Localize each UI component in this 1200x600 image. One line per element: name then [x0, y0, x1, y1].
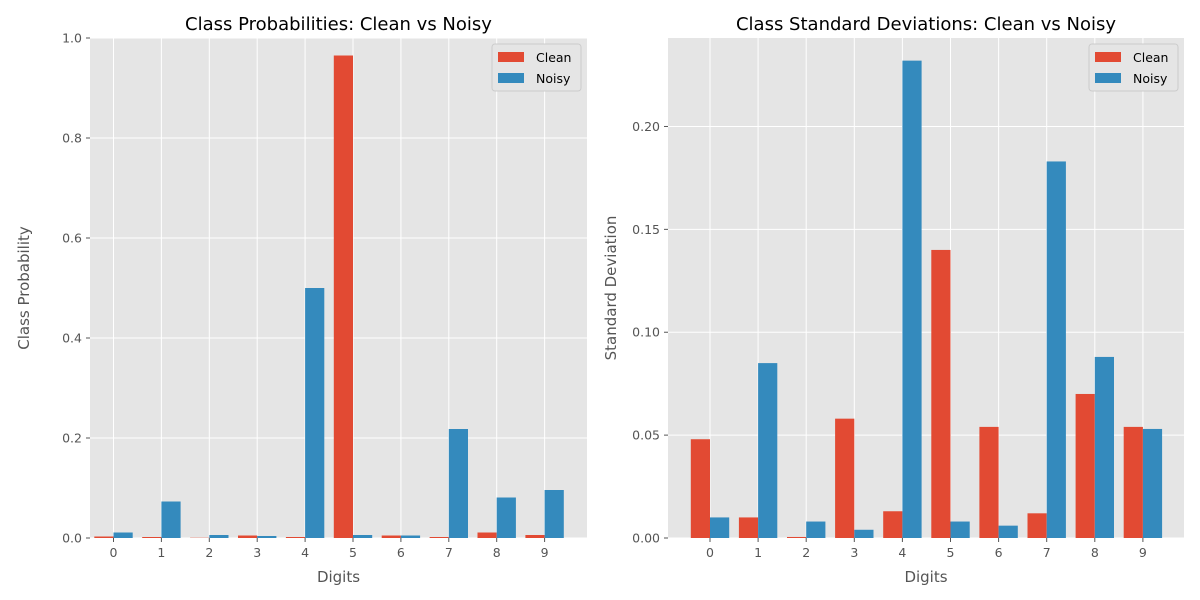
y-tick-label: 0.10 [632, 325, 660, 340]
y-tick-label: 0.2 [62, 431, 82, 446]
x-ticks-right: 0 1 2 3 4 5 6 7 8 9 [706, 538, 1147, 560]
x-tick-label: 9 [1139, 545, 1147, 560]
y-tick-label: 0.00 [632, 531, 660, 546]
bar-clean-0 [690, 439, 710, 538]
bar-clean-7 [1027, 513, 1047, 538]
y-ticks-left: 0.0 0.2 0.4 0.6 0.8 1.0 [62, 31, 90, 546]
bar-clean-6 [381, 535, 401, 538]
legend-label-clean: Clean [1133, 50, 1168, 65]
y-axis-label-right: Standard Deviation [602, 216, 620, 361]
legend-swatch-clean [498, 52, 524, 62]
y-tick-label: 0.4 [62, 331, 82, 346]
legend-left: Clean Noisy [491, 43, 582, 92]
legend-swatch-noisy [1095, 73, 1121, 83]
bar-noisy-8 [1094, 356, 1114, 538]
bar-clean-3 [238, 535, 258, 538]
legend-label-noisy: Noisy [1133, 71, 1168, 86]
bar-clean-5 [333, 55, 353, 538]
x-tick-label: 7 [445, 545, 453, 560]
x-tick-label: 1 [754, 545, 762, 560]
x-tick-label: 2 [205, 545, 213, 560]
x-tick-label: 1 [157, 545, 165, 560]
y-ticks-right: 0.00 0.05 0.10 0.15 0.20 [632, 119, 668, 546]
bar-clean-0 [94, 536, 114, 538]
bar-noisy-3 [854, 529, 874, 538]
bars-left [94, 55, 564, 538]
bar-clean-1 [142, 537, 162, 538]
chart-class-standard-deviations: 0.00 0.05 0.10 0.15 0.20 0 1 2 3 4 5 6 7 8 9 Class St… [602, 14, 1184, 586]
bar-noisy-9 [544, 490, 564, 538]
bar-noisy-0 [113, 532, 133, 538]
x-tick-label: 3 [850, 545, 858, 560]
bar-clean-5 [931, 249, 951, 539]
bar-noisy-7 [448, 429, 468, 538]
bar-noisy-4 [305, 288, 325, 538]
bar-noisy-4 [902, 60, 922, 539]
bar-noisy-9 [1142, 428, 1163, 538]
x-tick-label: 5 [349, 545, 357, 560]
bar-clean-8 [477, 532, 497, 538]
x-tick-label: 0 [706, 545, 714, 560]
legend-right: Clean Noisy [1088, 43, 1179, 92]
x-tick-label: 8 [493, 545, 501, 560]
bar-noisy-8 [496, 497, 516, 538]
y-tick-label: 1.0 [62, 31, 82, 46]
bar-noisy-2 [209, 535, 229, 538]
bar-clean-6 [979, 426, 999, 538]
bar-clean-4 [285, 537, 306, 538]
x-tick-label: 5 [947, 545, 955, 560]
bar-clean-4 [883, 511, 903, 538]
legend-swatch-clean [1095, 52, 1121, 62]
y-axis-label-left: Class Probability [15, 226, 33, 350]
chart-title-left: Class Probabilities: Clean vs Noisy [185, 14, 492, 35]
y-tick-label: 0.8 [62, 131, 82, 146]
y-tick-label: 0.6 [62, 231, 82, 246]
x-tick-label: 3 [253, 545, 261, 560]
bar-clean-9 [525, 535, 545, 538]
x-axis-label-left: Digits [317, 568, 360, 586]
bar-clean-1 [738, 517, 759, 538]
bar-clean-2 [787, 536, 807, 538]
legend-label-noisy: Noisy [536, 71, 571, 86]
y-tick-label: 0.0 [62, 531, 82, 546]
legend-label-clean: Clean [536, 50, 571, 65]
bar-noisy-6 [998, 525, 1018, 538]
chart-class-probabilities: 0.0 0.2 0.4 0.6 0.8 1.0 0 1 2 3 4 5 6 7 8 9 Class Prob… [15, 14, 587, 586]
x-tick-label: 2 [802, 545, 810, 560]
x-ticks-left: 0 1 2 3 4 5 6 7 8 9 [110, 538, 549, 560]
x-tick-label: 4 [898, 545, 906, 560]
bar-noisy-7 [1046, 161, 1066, 538]
x-axis-label-right: Digits [904, 568, 947, 586]
x-tick-label: 0 [110, 545, 118, 560]
bar-noisy-0 [710, 517, 730, 538]
bar-noisy-5 [950, 521, 970, 538]
y-tick-label: 0.15 [632, 222, 660, 237]
x-tick-label: 9 [541, 545, 549, 560]
y-tick-label: 0.05 [632, 428, 660, 443]
bar-clean-8 [1075, 393, 1095, 538]
bars-right [690, 60, 1163, 539]
chart-title-right: Class Standard Deviations: Clean vs Nois… [736, 14, 1116, 35]
bar-clean-7 [429, 537, 449, 538]
legend-swatch-noisy [498, 73, 524, 83]
bar-clean-3 [835, 418, 855, 538]
x-tick-label: 4 [301, 545, 309, 560]
x-tick-label: 8 [1091, 545, 1099, 560]
x-tick-label: 6 [995, 545, 1003, 560]
bar-noisy-1 [161, 501, 181, 538]
bar-clean-9 [1123, 426, 1143, 538]
bar-noisy-6 [400, 535, 421, 538]
x-tick-label: 7 [1043, 545, 1051, 560]
bar-noisy-3 [257, 536, 277, 538]
bar-noisy-5 [353, 535, 373, 538]
bar-noisy-1 [758, 363, 778, 538]
bar-noisy-2 [806, 521, 826, 538]
y-tick-label: 0.20 [632, 119, 660, 134]
x-tick-label: 6 [397, 545, 405, 560]
